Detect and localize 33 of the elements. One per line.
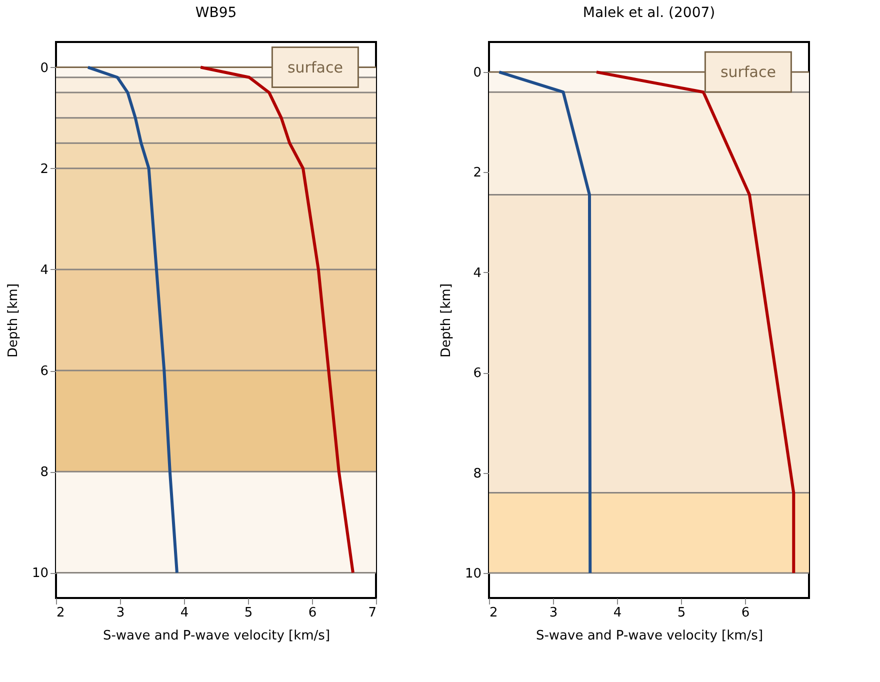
y-tick-label: 0 xyxy=(40,60,48,76)
y-tick-label: 8 xyxy=(40,465,48,480)
y-tick-label: 2 xyxy=(473,166,482,181)
x-tick-label: 6 xyxy=(741,606,750,620)
y-tick-label: 0 xyxy=(473,66,482,81)
y-tick-label: 8 xyxy=(473,466,482,482)
x-tick-label: 7 xyxy=(368,606,376,620)
x-axis-title: S-wave and P-wave velocity [km/s] xyxy=(102,628,330,644)
chart-title: WB95 xyxy=(195,5,237,21)
x-tick-label: 5 xyxy=(244,606,253,620)
x-tick-label: 5 xyxy=(677,606,686,620)
line-series xyxy=(498,70,592,574)
y-axis-title: Depth [km] xyxy=(438,283,454,358)
y-tick-label: 10 xyxy=(32,566,48,582)
y-tick-label: 2 xyxy=(40,162,48,177)
x-tick-label: 4 xyxy=(613,606,622,620)
line-series xyxy=(86,66,178,574)
y-axis-title: Depth [km] xyxy=(6,283,21,358)
annotation: surface xyxy=(720,63,776,82)
x-tick-label: 2 xyxy=(490,606,498,620)
y-tick-label: 6 xyxy=(40,364,48,380)
x-tick-label: 3 xyxy=(549,606,558,620)
chart-title: Malek et al. (2007) xyxy=(582,5,716,21)
annotation: surface xyxy=(287,58,343,76)
y-tick-label: 4 xyxy=(473,266,482,281)
x-axis-title: S-wave and P-wave velocity [km/s] xyxy=(536,628,764,644)
x-tick-label: 4 xyxy=(180,606,189,620)
x-tick-label: 2 xyxy=(56,606,65,620)
y-tick-label: 4 xyxy=(40,262,48,278)
y-tick-label: 6 xyxy=(473,366,482,382)
x-tick-label: 6 xyxy=(308,606,317,620)
y-tick-label: 10 xyxy=(464,566,482,582)
x-tick-label: 3 xyxy=(116,606,125,620)
